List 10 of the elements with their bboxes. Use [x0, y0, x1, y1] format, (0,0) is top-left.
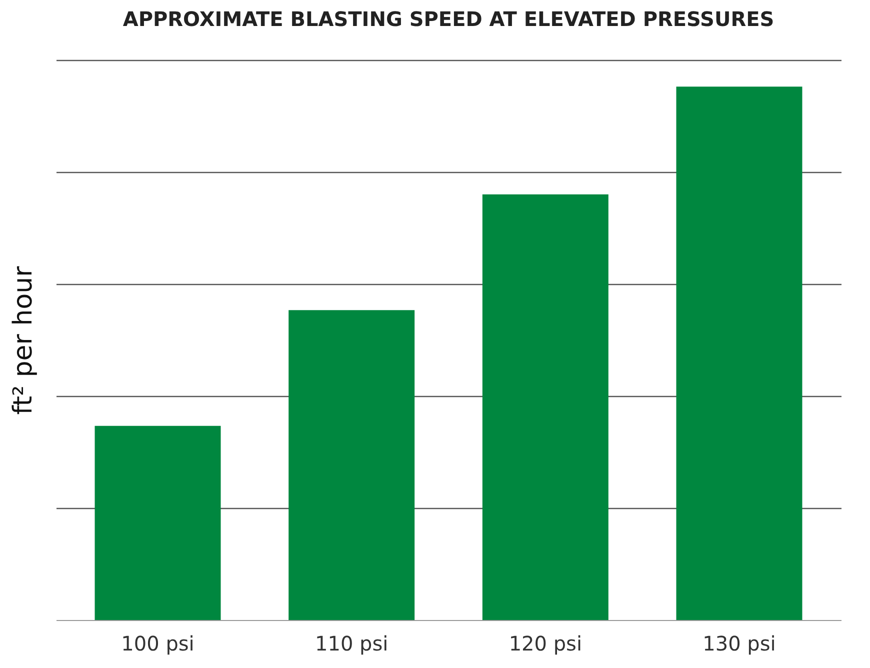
y-axis-title: ft² per hour — [8, 266, 38, 415]
bar — [482, 194, 608, 620]
bar — [94, 426, 221, 620]
chart-title: APPROXIMATE BLASTING SPEED AT ELEVATED PRESSURES — [122, 7, 774, 31]
x-tick-label: 100 psi — [121, 632, 194, 656]
bar — [288, 310, 415, 620]
x-tick-label: 120 psi — [508, 632, 582, 656]
x-tick-label: 110 psi — [314, 632, 388, 656]
x-tick-label: 130 psi — [702, 632, 776, 656]
bar — [676, 86, 802, 620]
